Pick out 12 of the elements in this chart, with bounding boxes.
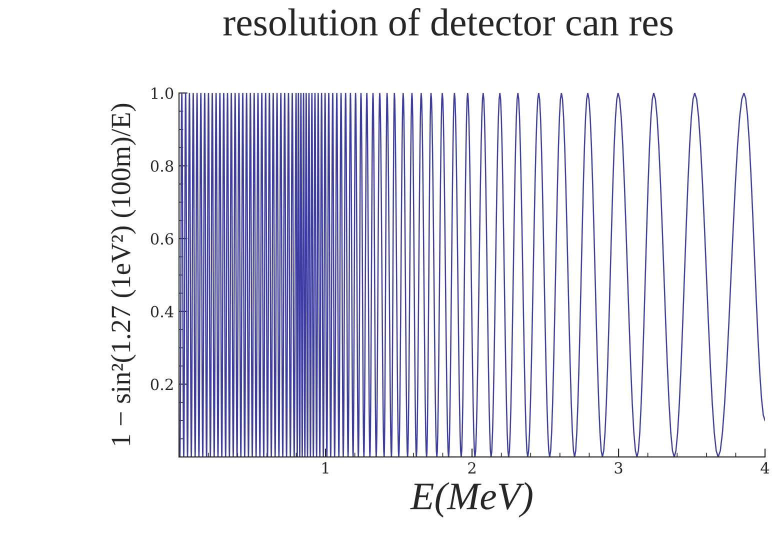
- x-axis-title: E(MeV): [410, 482, 532, 518]
- y-tick-label: 0.6: [150, 233, 174, 245]
- y-tick-label: 1.0: [152, 87, 174, 100]
- x-tick-label: 2: [468, 462, 476, 474]
- chart-title: resolution of detector can res: [223, 8, 673, 36]
- y-tick-label: 0.8: [150, 160, 174, 172]
- x-tick-label: 1: [322, 462, 328, 474]
- y-axis-title: 1 − sin²(1.27 (1eV²) (100m)/E): [110, 104, 136, 445]
- y-tick-label: 0.2: [150, 378, 173, 390]
- x-tick-label: 3: [614, 462, 622, 474]
- x-tick-label: 4: [760, 462, 770, 474]
- y-tick-label: 0.4: [150, 306, 174, 318]
